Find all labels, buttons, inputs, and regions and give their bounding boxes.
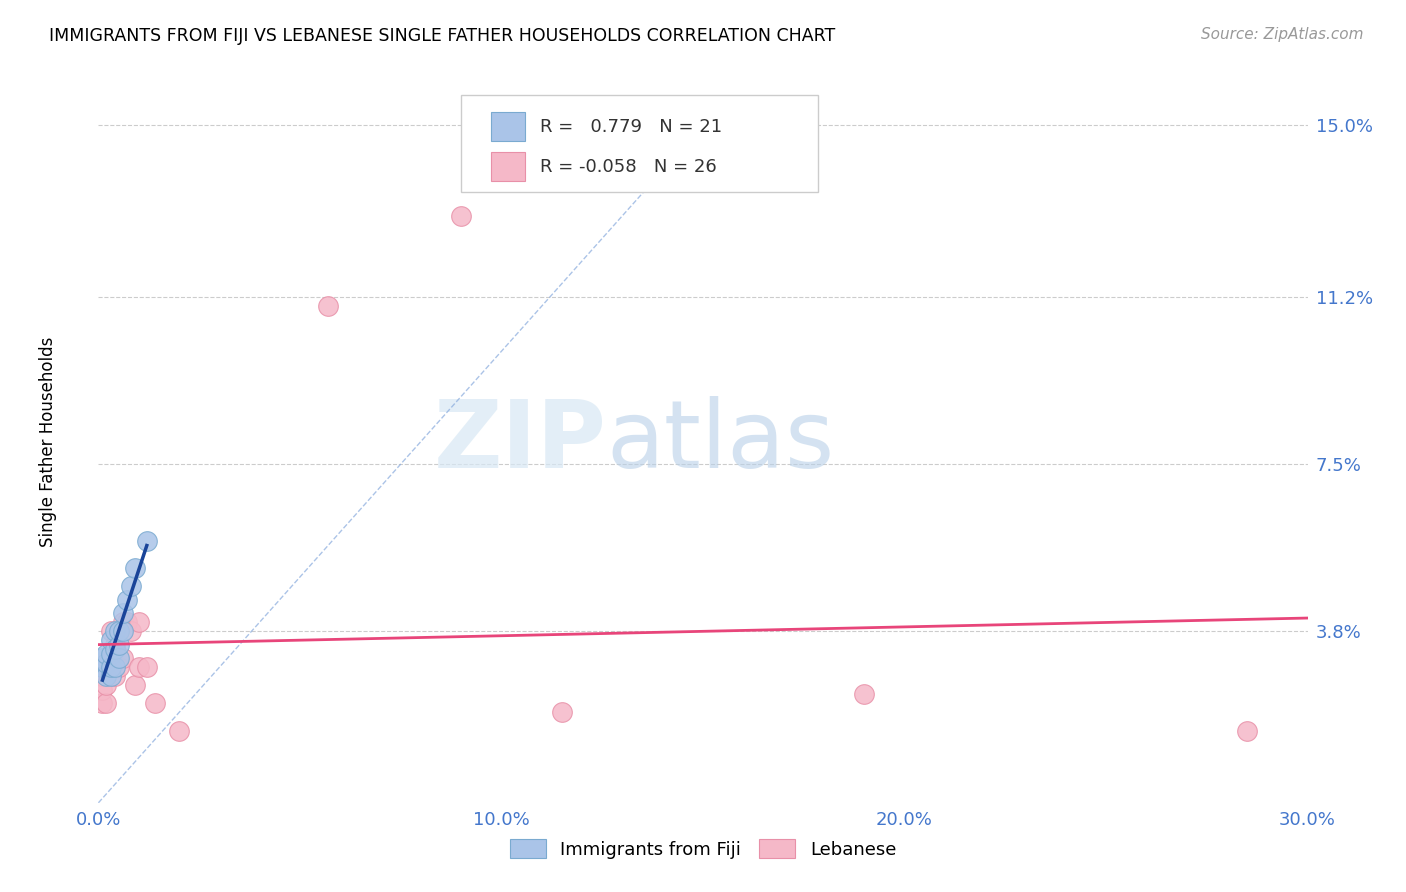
FancyBboxPatch shape xyxy=(492,153,526,181)
Point xyxy=(107,651,129,665)
Point xyxy=(135,533,157,548)
Point xyxy=(91,660,114,674)
Point xyxy=(96,656,118,670)
Point xyxy=(551,706,574,720)
Point xyxy=(111,606,134,620)
Point xyxy=(107,624,129,639)
Text: Source: ZipAtlas.com: Source: ZipAtlas.com xyxy=(1201,27,1364,42)
Point xyxy=(103,660,125,674)
Point xyxy=(450,209,472,223)
Point xyxy=(103,669,125,683)
Point xyxy=(96,660,118,674)
Point xyxy=(1236,723,1258,738)
Point xyxy=(135,660,157,674)
Point xyxy=(128,615,150,630)
Point xyxy=(316,299,339,313)
Point xyxy=(111,651,134,665)
Point xyxy=(107,624,129,639)
Point xyxy=(91,669,114,683)
Point xyxy=(100,651,122,665)
Text: Single Father Households: Single Father Households xyxy=(38,336,56,547)
Text: atlas: atlas xyxy=(606,395,835,488)
Point xyxy=(96,678,118,692)
Text: IMMIGRANTS FROM FIJI VS LEBANESE SINGLE FATHER HOUSEHOLDS CORRELATION CHART: IMMIGRANTS FROM FIJI VS LEBANESE SINGLE … xyxy=(49,27,835,45)
Point xyxy=(100,633,122,648)
Point xyxy=(107,638,129,652)
Point xyxy=(115,615,138,630)
Point xyxy=(103,624,125,639)
Point xyxy=(96,669,118,683)
Legend: Immigrants from Fiji, Lebanese: Immigrants from Fiji, Lebanese xyxy=(502,832,904,866)
Text: R = -0.058   N = 26: R = -0.058 N = 26 xyxy=(540,158,717,176)
Point xyxy=(91,660,114,674)
Text: ZIP: ZIP xyxy=(433,395,606,488)
Point xyxy=(100,624,122,639)
Point xyxy=(128,660,150,674)
Point xyxy=(100,669,122,683)
Point xyxy=(91,651,114,665)
Point xyxy=(120,624,142,639)
Point xyxy=(111,615,134,630)
Point xyxy=(120,579,142,593)
Point xyxy=(115,592,138,607)
FancyBboxPatch shape xyxy=(492,112,526,141)
Point xyxy=(91,697,114,711)
Text: R =   0.779   N = 21: R = 0.779 N = 21 xyxy=(540,118,721,136)
Point xyxy=(96,647,118,661)
FancyBboxPatch shape xyxy=(461,95,818,193)
Point xyxy=(91,682,114,697)
Point xyxy=(100,647,122,661)
Point xyxy=(124,678,146,692)
Point xyxy=(143,697,166,711)
Point xyxy=(103,638,125,652)
Point xyxy=(96,697,118,711)
Point xyxy=(107,660,129,674)
Point xyxy=(124,561,146,575)
Point xyxy=(167,723,190,738)
Point xyxy=(853,687,876,701)
Point xyxy=(103,642,125,657)
Point xyxy=(100,660,122,674)
Point xyxy=(111,624,134,639)
